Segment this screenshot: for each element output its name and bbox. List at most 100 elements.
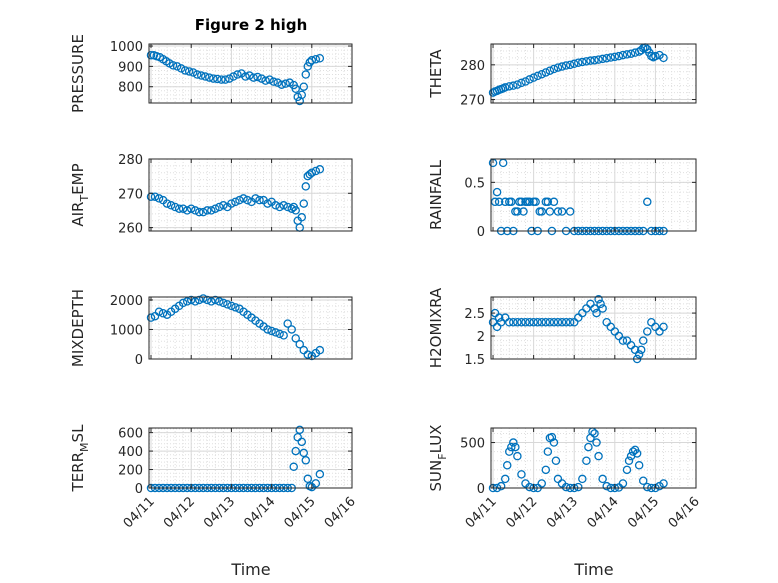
y-tick-label: 400 (118, 445, 143, 460)
data-point (229, 72, 238, 81)
y-tick-label: 500 (460, 437, 485, 452)
data-point (545, 318, 555, 327)
data-point (529, 318, 538, 327)
data-point (502, 461, 512, 470)
data-point (190, 297, 200, 306)
data-point (565, 318, 575, 327)
data-point (315, 165, 325, 174)
data-point (519, 207, 528, 216)
x-tick-label: 04/16 (322, 494, 359, 531)
data-point (614, 51, 624, 61)
data-point (287, 204, 296, 213)
data-point (162, 199, 172, 208)
data-point (598, 54, 607, 64)
data-point (257, 74, 266, 83)
data-point (543, 197, 553, 207)
data-point (594, 55, 603, 64)
y-tick-label: 200 (118, 464, 143, 479)
data-point (517, 318, 526, 327)
subplot-rainfall: 0 0.5 RAINFALL (427, 158, 697, 240)
y-tick-label: 1000 (110, 40, 143, 55)
data-point (180, 66, 190, 75)
data-point (602, 481, 611, 491)
data-point (537, 479, 546, 488)
data-point (299, 82, 309, 91)
y-axis-label: TERRMSL (69, 424, 91, 493)
data-point (188, 68, 198, 77)
x-tick-label: 04/12 (161, 494, 198, 531)
data-point (263, 325, 272, 334)
data-point (496, 481, 506, 491)
data-point (192, 70, 202, 79)
data-point (543, 447, 553, 456)
data-point (291, 84, 300, 94)
data-point (596, 299, 605, 309)
data-point (557, 207, 567, 216)
data-point (561, 318, 571, 327)
data-point (565, 60, 575, 70)
data-point (578, 57, 587, 67)
data-point (263, 199, 272, 208)
data-point (203, 206, 212, 215)
data-point (557, 62, 567, 71)
data-point (509, 81, 518, 90)
data-point (271, 201, 280, 210)
data-point (549, 64, 559, 74)
data-point (521, 318, 530, 327)
y-tick-label: 260 (118, 222, 143, 237)
data-point (154, 194, 164, 203)
data-point (249, 73, 258, 82)
data-point (513, 318, 522, 327)
y-tick-label: 600 (118, 427, 143, 442)
data-point (231, 303, 240, 312)
data-point (231, 197, 240, 207)
axes-box (148, 296, 353, 360)
data-point (253, 72, 262, 82)
data-point (574, 58, 583, 67)
data-point (494, 197, 504, 207)
x-tick-label: 04/13 (201, 494, 238, 531)
data-point (182, 297, 192, 306)
data-point (513, 451, 522, 461)
y-tick-label: 0 (135, 353, 143, 368)
data-point (213, 74, 222, 84)
data-point (227, 199, 236, 208)
data-point (557, 318, 567, 327)
data-point (223, 300, 232, 309)
data-point (643, 197, 652, 207)
data-point (261, 76, 270, 85)
data-point (235, 195, 244, 205)
y-tick-label: 0 (135, 482, 143, 497)
data-point (170, 202, 180, 212)
y-tick-label: 1.5 (464, 353, 485, 368)
data-point (602, 53, 611, 63)
data-point (203, 295, 212, 305)
data-point (592, 308, 601, 318)
data-point (267, 326, 276, 336)
data-point (565, 207, 575, 216)
data-point (299, 448, 309, 458)
data-point (618, 50, 628, 60)
data-point (315, 469, 325, 479)
y-axis-label: MIXDEPTH (69, 289, 87, 367)
data-point (525, 197, 534, 207)
data-point (279, 331, 288, 340)
axes-box (490, 158, 697, 232)
y-tick-label: 0.5 (464, 176, 485, 191)
data-point (545, 66, 555, 75)
data-point (553, 207, 563, 216)
data-point (293, 92, 302, 102)
y-tick-label: 2 (477, 330, 485, 345)
data-point (578, 474, 587, 484)
data-point (628, 447, 638, 456)
data-point (507, 197, 516, 207)
data-point (500, 197, 510, 207)
data-point (194, 207, 204, 217)
data-point (643, 482, 652, 492)
data-point (176, 64, 186, 73)
data-point (297, 213, 307, 222)
data-point (521, 77, 530, 86)
data-point (239, 194, 248, 203)
data-point (207, 297, 216, 306)
